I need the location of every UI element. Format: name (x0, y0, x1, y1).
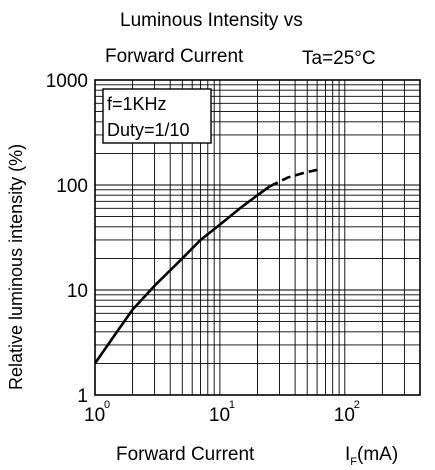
x-tick-label: 10 (84, 405, 105, 426)
x-tick-exponent: 1 (229, 399, 235, 411)
x-tick-label: 10 (334, 405, 355, 426)
temperature-condition: Ta=25°C (302, 48, 376, 69)
x-tick-label: 10 (209, 405, 230, 426)
y-tick-label: 100 (56, 176, 88, 197)
annotation-frequency: f=1KHz (107, 94, 167, 114)
chart-title-line2: Forward Current (105, 46, 244, 67)
annotation-box (102, 88, 212, 144)
chart-title-line1: Luminous Intensity vs (120, 10, 303, 31)
x-tick-exponent: 0 (104, 399, 110, 411)
x-tick-exponent: 2 (354, 399, 360, 411)
y-tick-labels: 1 10 100 1000 (46, 71, 88, 407)
y-axis-label: Relative luminous intensity (%) (6, 144, 26, 390)
plot-frame (94, 79, 421, 396)
x-unit-subscript: F (350, 456, 357, 468)
curve-dashed-extension (269, 167, 322, 188)
annotation-duty: Duty=1/10 (107, 120, 190, 140)
x-unit-rest: (mA) (357, 444, 398, 465)
y-tick-label: 10 (67, 281, 88, 302)
y-tick-label: 1 (77, 386, 88, 407)
y-tick-label: 1000 (46, 71, 88, 92)
chart-series (93, 167, 322, 365)
x-unit-base: I (345, 444, 350, 465)
curve-solid (93, 185, 271, 365)
x-tick-labels: 100 101 102 (84, 399, 360, 426)
x-axis-unit: IF(mA) (345, 444, 398, 468)
x-axis-label: Forward Current (116, 444, 255, 465)
